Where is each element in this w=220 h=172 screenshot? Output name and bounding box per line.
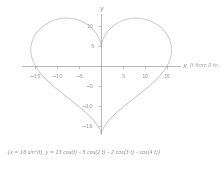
- Text: y: y: [99, 6, 103, 12]
- Text: (t from 0 to 2π): (t from 0 to 2π): [190, 63, 220, 68]
- Text: x: x: [183, 63, 187, 69]
- Text: {x = 16 sin³(t), y = 13 cos(t) – 5 cos(2 t) – 2 cos(3 t) – cos(4 t)}: {x = 16 sin³(t), y = 13 cos(t) – 5 cos(2…: [7, 150, 161, 155]
